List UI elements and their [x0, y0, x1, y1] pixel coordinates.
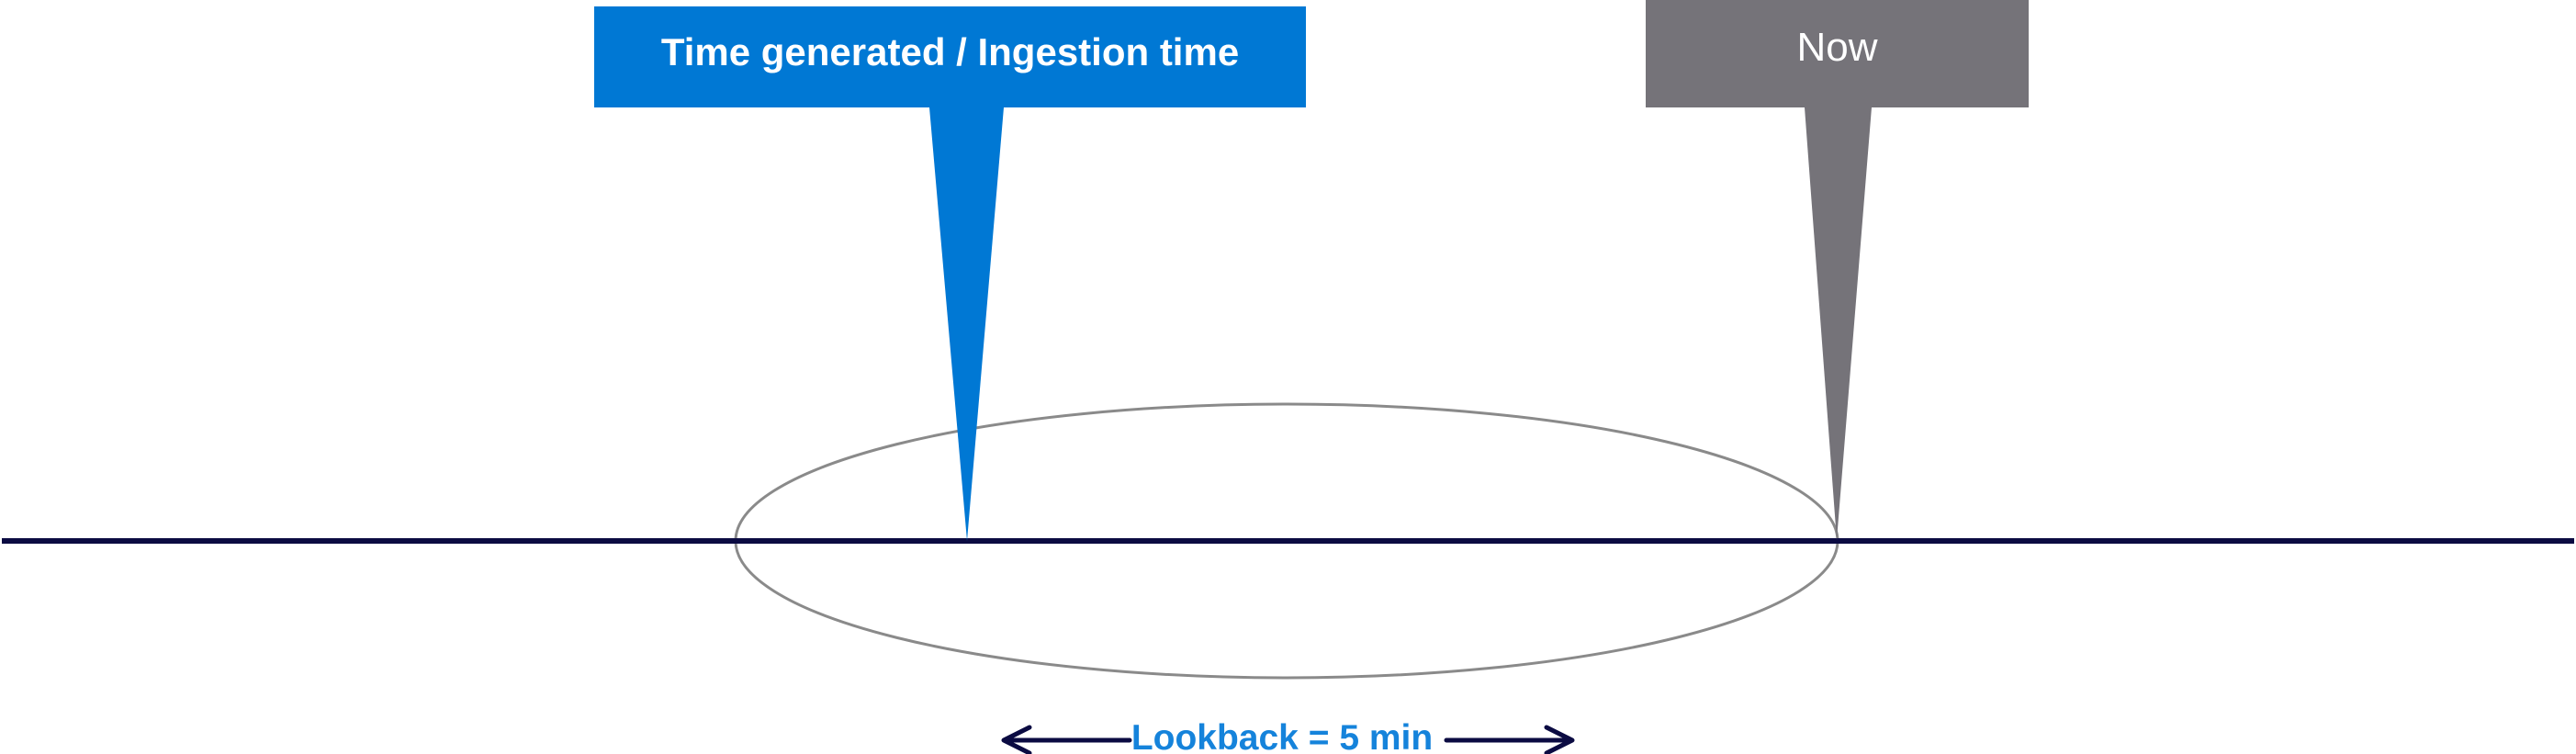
time-generated-callout: Time generated / Ingestion time [594, 6, 1306, 107]
lookback-left-arrow [1001, 725, 1132, 754]
lookback-right-arrow [1444, 725, 1575, 754]
now-callout: Now [1646, 0, 2029, 107]
time-generated-pointer [929, 107, 1004, 541]
time-generated-callout-label: Time generated / Ingestion time [660, 30, 1240, 73]
now-callout-label: Now [1796, 24, 1878, 70]
lookback-label: Lookback = 5 min [1131, 718, 1434, 754]
now-pointer [1805, 107, 1872, 540]
